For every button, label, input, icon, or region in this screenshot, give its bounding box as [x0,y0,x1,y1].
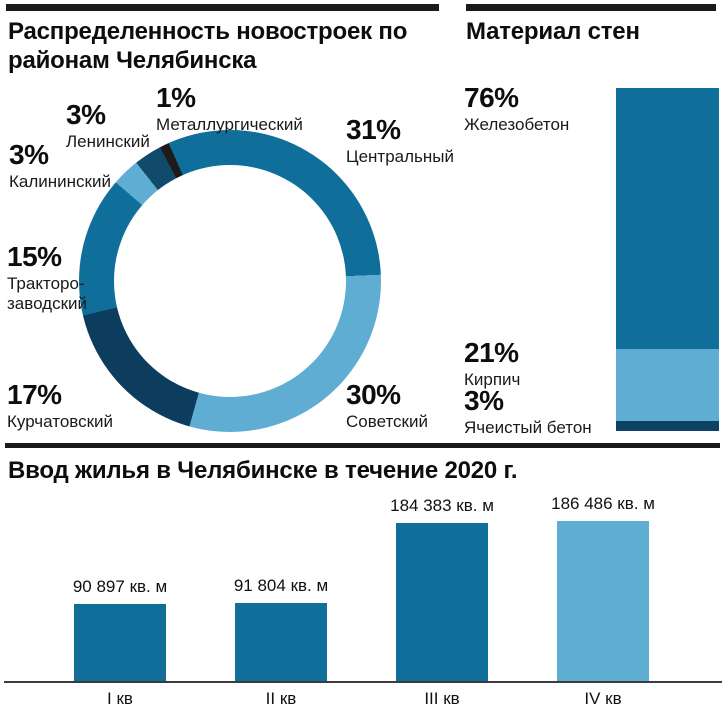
segment-name: Ячеистый бетон [464,418,592,437]
slice-label-kurchatovsky: 17% Курчатовский [7,381,113,432]
slice-pct: 1% [156,82,196,113]
slice-name: Курчатовский [7,412,114,431]
top-rule-right [466,4,716,11]
slice-name: Ленинский [66,132,150,151]
x-axis-label-q4: IV кв [584,689,622,708]
bar-q4 [557,521,649,682]
donut-hole [114,165,346,397]
districts-chart-title: Распределенность новостроек по районам Ч… [8,18,408,74]
wall-label-zhelezobeton: 76% Железобетон [464,84,569,135]
slice-label-traktorozavodsky: 15% Тракторо- заводский [7,243,87,314]
slice-pct: 17% [7,379,62,410]
bar-q1 [74,604,166,682]
bar-q2 [235,603,327,682]
bar-value-label: 91 804 кв. м [233,576,329,595]
slice-pct: 3% [9,139,49,170]
wall-label-kirpich: 21% Кирпич [464,339,520,390]
donut-chart [79,130,381,432]
bar-q3 [396,523,488,682]
slice-name: Калининский [9,172,111,191]
slice-pct: 3% [66,99,106,130]
segment-pct: 3% [464,385,504,416]
bar-column-q2: 91 804 кв. м [233,576,329,682]
wall-stack-segment [616,88,719,349]
wall-stack-segment [616,420,719,431]
slice-pct: 15% [7,241,62,272]
slice-pct: 30% [346,379,401,410]
slice-label-leninsky: 3% Ленинский [66,101,150,152]
slice-name: заводский [7,294,88,314]
bar-column-q3: 184 383 кв. м [390,497,494,682]
top-rule-left [6,4,439,11]
wall-chart-title: Материал стен [466,18,640,45]
segment-name: Железобетон [464,115,570,134]
slice-name: Тракторо- [7,274,85,293]
slice-name: Советский [346,412,428,431]
x-axis-label-q2: II кв [265,689,297,708]
bar-value-label: 90 897 кв. м [72,577,168,596]
slice-pct: 31% [346,114,401,145]
bar-column-q4: 186 486 кв. м [551,495,655,682]
section-divider [5,443,720,448]
slice-label-centralny: 31% Центральный [346,116,454,167]
slice-label-sovetsky: 30% Советский [346,381,428,432]
x-axis-label-q1: I кв [107,689,133,708]
bar-value-label: 184 383 кв. м [390,496,494,515]
segment-name: Кирпич [464,370,521,389]
segment-pct: 21% [464,337,519,368]
bar-column-q1: 90 897 кв. м [72,577,168,682]
x-axis-label-q3: III кв [424,689,460,708]
wall-stack-segment [616,348,719,421]
slice-name: Центральный [346,147,454,166]
slice-label-kalininsky: 3% Калининский [9,141,111,192]
slice-label-metallurgichesky: 1% Металлургический [156,84,303,135]
wall-stacked-bar [616,88,719,431]
wall-label-yacheisty-beton: 3% Ячеистый бетон [464,387,592,438]
quarterly-chart-title: Ввод жилья в Челябинске в течение 2020 г… [8,457,518,484]
bar-value-label: 186 486 кв. м [551,494,655,513]
segment-pct: 76% [464,82,519,113]
x-axis-baseline [4,681,722,683]
slice-name: Металлургический [156,115,303,134]
